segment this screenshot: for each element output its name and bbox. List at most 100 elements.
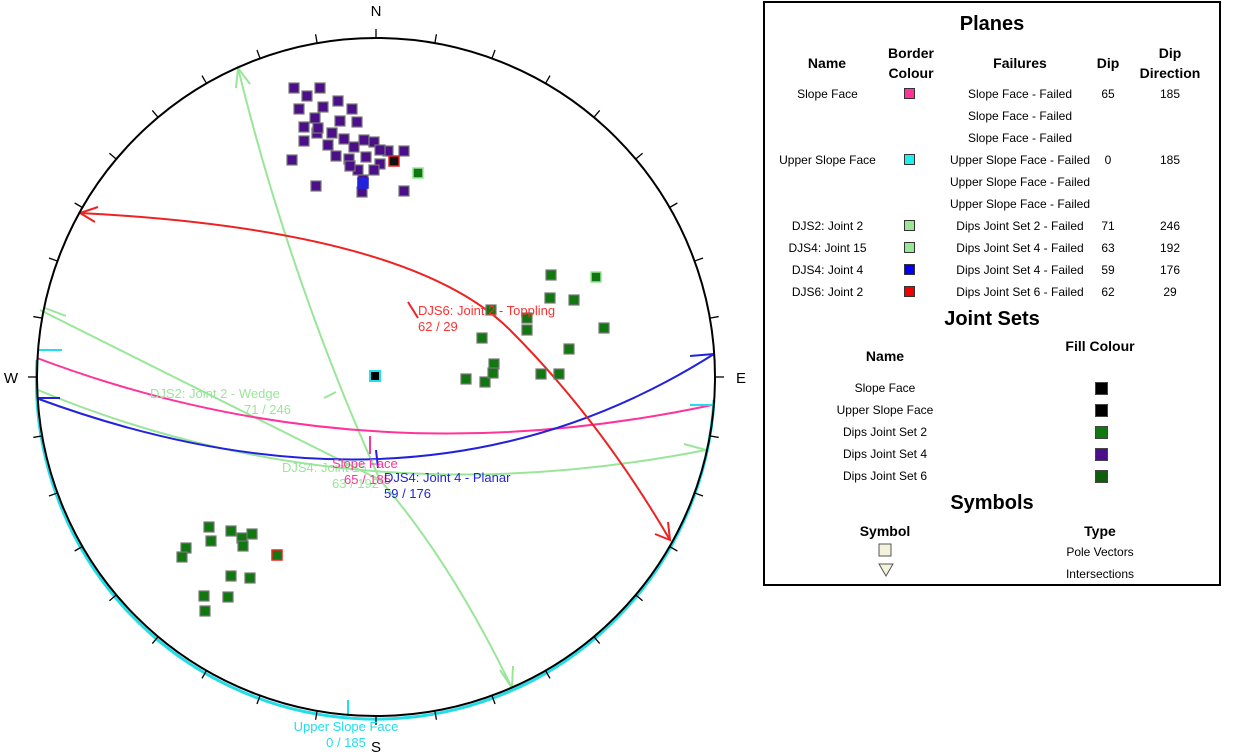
degree-tick: [48, 257, 58, 262]
symbol-type-pole-vectors: Pole Vectors: [1066, 545, 1134, 559]
pole-djs6: [203, 521, 215, 533]
plane-failure: Slope Face - Failed: [967, 131, 1073, 145]
great-circle-slope-face: [36, 357, 713, 435]
plane-name: DJS6: Joint 2: [791, 285, 864, 299]
plane-failure: Upper Slope Face - Failed: [949, 153, 1091, 167]
pole-djs4: [374, 144, 386, 156]
plane-dip-direction: 185: [1159, 153, 1181, 167]
pole-djs6: [246, 528, 258, 540]
degree-ticks: [28, 29, 724, 725]
label-upper-slope-face: Upper Slope Face 0 / 185: [294, 719, 399, 750]
upper-slope-arc: [34, 359, 716, 721]
pole-djs2: [485, 304, 497, 316]
joint-set-fill-colour-swatch: [1095, 470, 1108, 483]
plane-dip-direction: 29: [1163, 285, 1177, 299]
compass-n: N: [371, 3, 382, 20]
joint-sets-title: Joint Sets: [944, 308, 1040, 330]
pole-djs4-joint4: [357, 177, 369, 189]
legend-panel: Planes Name Border Colour Failures Dip D…: [763, 1, 1221, 586]
pole-djs6: [225, 570, 237, 582]
pole-djs4: [288, 82, 300, 94]
plane-failure: Upper Slope Face - Failed: [949, 197, 1091, 211]
joint-set-name: Dips Joint Set 6: [842, 469, 928, 483]
pole-djs4: [368, 164, 380, 176]
compass-e: E: [736, 370, 746, 387]
degree-tick: [434, 710, 438, 720]
pole-djs6: [222, 591, 234, 603]
degree-tick: [151, 636, 159, 645]
planes-header-dip: Dip: [1096, 55, 1120, 71]
degree-tick: [74, 202, 83, 209]
great-circle-djs6-joint2: [79, 212, 671, 541]
joint-sets-header-fill-colour: Fill Colour: [1065, 338, 1135, 354]
plane-dip: 0: [1104, 153, 1112, 167]
plane-dip: 65: [1101, 87, 1115, 101]
label-slope-face: Slope Face 65 / 185: [332, 456, 398, 487]
pole-djs2: [487, 367, 499, 379]
planes-title: Planes: [959, 13, 1025, 35]
symbols-header-symbol: Symbol: [859, 523, 911, 539]
degree-tick: [544, 75, 551, 84]
joint-set-name: Slope Face: [854, 381, 916, 395]
pole-djs4: [330, 150, 342, 162]
pole-djs4: [286, 154, 298, 166]
pole-djs2: [568, 294, 580, 306]
degree-tick: [709, 435, 719, 439]
plane-failure: Dips Joint Set 2 - Failed: [956, 219, 1084, 233]
plane-dip: 63: [1101, 241, 1115, 255]
planes-header-name: Name: [807, 55, 847, 71]
pole-djs4: [310, 180, 322, 192]
symbols-header-type: Type: [1084, 523, 1116, 539]
pole-djs4: [317, 101, 329, 113]
pole-djs2: [521, 312, 533, 324]
degree-tick: [694, 492, 704, 497]
dip-tick-djs6: [407, 301, 419, 319]
degree-tick: [593, 636, 601, 645]
plane-border-colour-swatch: [904, 88, 915, 99]
plane-name: DJS4: Joint 4: [791, 263, 864, 277]
pole-djs2: [545, 269, 557, 281]
pole-djs2-joint2: [412, 167, 424, 179]
planes-header-failures: Failures: [993, 55, 1047, 71]
degree-tick: [669, 545, 678, 552]
degree-tick: [201, 75, 208, 84]
pole-djs2: [563, 343, 575, 355]
arrow-djs2-w: [44, 307, 67, 317]
pole-djs6: [225, 525, 237, 537]
compass-w: W: [4, 370, 19, 387]
label-djs2: DJS2: Joint 2 - Wedge 71 / 246: [150, 386, 291, 417]
pole-djs4: [346, 103, 358, 115]
pole-djs4: [322, 139, 334, 151]
pole-djs4: [293, 103, 305, 115]
pole-slope-face: [369, 370, 381, 382]
pole-djs2: [553, 368, 565, 380]
label-djs4-joint4: DJS4: Joint 4 - Planar 59 / 176: [384, 470, 511, 501]
degree-tick: [74, 545, 83, 552]
joint-set-name: Dips Joint Set 2: [842, 425, 928, 439]
pole-djs6: [198, 590, 210, 602]
great-circle-djs2-joint2-b: [237, 67, 381, 481]
arrow-djs4-15-e: [683, 443, 707, 451]
plane-name: Slope Face: [797, 87, 858, 101]
symbol-type-intersections: Intersections: [1065, 567, 1135, 581]
degree-tick: [108, 594, 117, 602]
pole-djs4: [301, 90, 313, 102]
label-djs4-joint15: DJS4: Joint 15 63 / 192: [282, 460, 379, 491]
degree-tick: [314, 34, 318, 44]
symbol-pole-vector-icon: [878, 543, 892, 557]
plane-name: DJS2: Joint 2: [791, 219, 864, 233]
pole-djs4: [326, 127, 338, 139]
degree-tick: [593, 109, 601, 118]
degree-tick: [434, 34, 438, 44]
pole-djs6-highlight: [271, 549, 283, 561]
plane-failure: Dips Joint Set 4 - Failed: [956, 263, 1084, 277]
degree-tick: [669, 202, 678, 209]
pole-djs2: [479, 376, 491, 388]
degree-tick: [709, 315, 719, 319]
plane-border-colour-swatch: [904, 220, 915, 231]
pole-djs2: [460, 373, 472, 385]
pole-djs4: [298, 135, 310, 147]
degree-tick: [635, 152, 644, 160]
pole-djs4-joint15: [590, 271, 602, 283]
plane-border-colour-swatch: [904, 264, 915, 275]
